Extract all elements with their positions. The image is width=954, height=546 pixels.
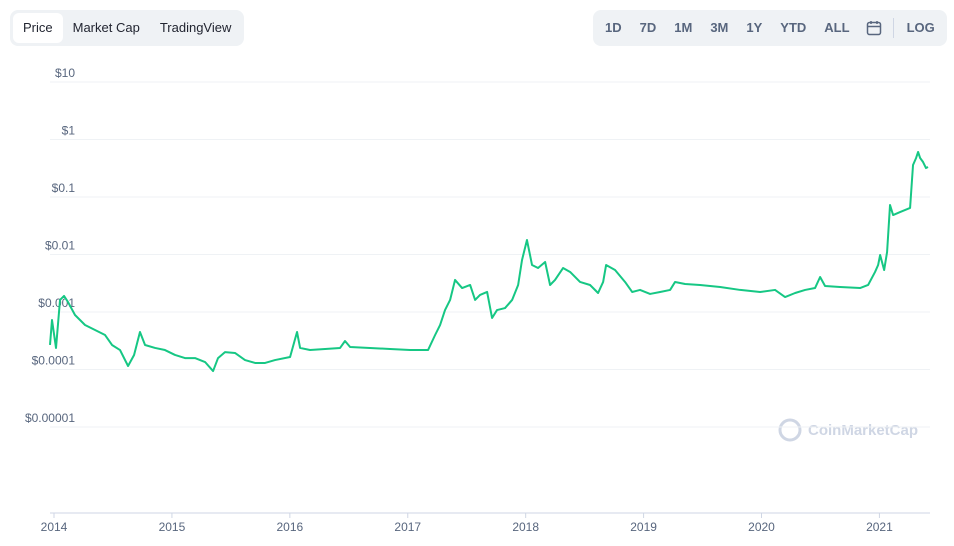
- y-tick-label: $0.00001: [25, 411, 75, 425]
- y-tick-label: $10: [55, 66, 75, 80]
- separator: [892, 18, 894, 38]
- watermark-logo: [778, 418, 802, 442]
- range-button[interactable]: 1Y: [746, 20, 763, 35]
- range-button[interactable]: 1D: [605, 20, 622, 35]
- range-button[interactable]: 7D: [639, 20, 657, 35]
- tab-button[interactable]: TradingView: [159, 20, 232, 35]
- range-button[interactable]: YTD: [780, 20, 807, 35]
- range-button[interactable]: ALL: [824, 20, 850, 35]
- tab-button[interactable]: Price: [13, 13, 63, 43]
- view-tabs: Price Market Cap TradingView: [10, 10, 245, 46]
- y-tick-label: $0.1: [52, 181, 76, 195]
- range-button[interactable]: 1M: [674, 20, 693, 35]
- y-tick-label: $0.0001: [32, 354, 76, 368]
- price-line: [49, 150, 929, 373]
- x-tick-label: 2020: [748, 520, 775, 534]
- y-tick-label: $1: [62, 124, 76, 138]
- calendar-button[interactable]: [859, 13, 889, 43]
- watermark-text: CoinMarketCap: [808, 422, 918, 439]
- range-buttons: 1D 7D 1M 3M 1Y YTD ALL LOG: [593, 10, 947, 46]
- x-tick-label: 2021: [866, 520, 893, 534]
- watermark: CoinMarketCap: [778, 418, 918, 442]
- x-tick-label: 2015: [159, 520, 186, 534]
- x-tick-label: 2016: [276, 520, 303, 534]
- log-button[interactable]: LOG: [906, 20, 935, 35]
- x-tick-label: 2014: [41, 520, 68, 534]
- x-tick-label: 2018: [512, 520, 539, 534]
- calendar-icon: [866, 21, 881, 36]
- tab-button[interactable]: Market Cap: [72, 20, 140, 35]
- range-button[interactable]: 3M: [710, 20, 729, 35]
- y-tick-label: $0.01: [45, 239, 75, 253]
- x-tick-label: 2019: [630, 520, 657, 534]
- x-tick-label: 2017: [394, 520, 421, 534]
